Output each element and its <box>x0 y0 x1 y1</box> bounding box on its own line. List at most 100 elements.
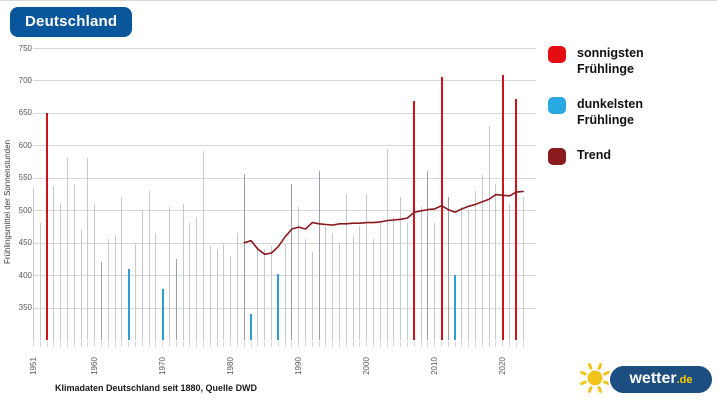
x-tick <box>162 341 164 347</box>
x-tick <box>94 341 96 347</box>
x-tick <box>196 341 198 347</box>
year-bar-1990 <box>298 206 300 340</box>
wetter-de-logo: wetter .de <box>578 360 714 396</box>
x-tick <box>386 341 388 347</box>
x-tick <box>393 341 395 347</box>
gridline <box>33 307 536 309</box>
year-bar-1989 <box>291 184 293 340</box>
year-bar-1999 <box>359 226 361 340</box>
y-axis-tick-labels: 350 400 450 500 550 600 650 700 750 <box>6 44 32 340</box>
x-tick <box>250 341 252 347</box>
x-tick <box>495 341 497 347</box>
year-bar-2015 <box>468 210 470 340</box>
legend-label: dunkelsten Frühlinge <box>577 97 643 127</box>
x-tick <box>277 341 279 347</box>
gridline <box>33 177 536 179</box>
x-tick <box>434 341 436 347</box>
x-tick <box>114 341 116 347</box>
x-tick-label: 1980 <box>225 357 235 375</box>
year-bar-1980 <box>230 255 232 340</box>
gridline <box>33 112 536 114</box>
x-tick <box>339 341 340 347</box>
y-tick-label: 400 <box>18 270 32 280</box>
x-tick-label: 1951 <box>28 357 38 375</box>
x-tick <box>60 341 62 347</box>
x-tick <box>87 341 89 347</box>
x-tick <box>325 341 327 347</box>
x-tick <box>345 341 347 347</box>
x-tick <box>359 341 361 347</box>
year-bar-1994 <box>325 226 327 340</box>
x-axis-tick-labels: 1951 1960 1970 1980 1990 2000 2010 2020 <box>29 348 536 380</box>
year-bar-1968 <box>148 190 150 340</box>
year-bar-1985 <box>264 249 266 340</box>
year-bar-1967 <box>141 210 143 340</box>
x-tick <box>400 341 402 347</box>
x-tick-label: 2010 <box>429 357 439 375</box>
trend-line <box>243 190 524 256</box>
x-tick <box>209 341 211 347</box>
darkest-swatch <box>548 97 566 114</box>
year-bar-1992 <box>311 252 313 340</box>
x-tick <box>413 341 415 347</box>
gridline <box>33 275 536 277</box>
x-tick-label: 1970 <box>157 357 167 375</box>
year-bar-1998 <box>352 236 354 340</box>
year-bar-2008 <box>420 206 422 340</box>
y-tick-label: 750 <box>18 43 32 53</box>
year-bar-1965 <box>127 268 130 340</box>
source-caption: Klimadaten Deutschland seit 1880, Quelle… <box>55 383 258 393</box>
x-tick <box>257 341 259 347</box>
x-tick <box>53 341 55 347</box>
year-bar-2001 <box>373 239 374 340</box>
year-bar-2006 <box>407 223 408 340</box>
x-tick <box>461 341 463 347</box>
year-bar-1972 <box>175 258 177 340</box>
year-bar-1954 <box>53 185 55 340</box>
x-tick <box>80 341 82 347</box>
year-bar-1986 <box>271 245 272 340</box>
year-bar-1981 <box>237 232 238 340</box>
y-tick-label: 450 <box>18 238 32 248</box>
year-bar-1996 <box>339 242 340 340</box>
x-tick-label: 2020 <box>497 357 507 375</box>
top-divider <box>0 0 717 1</box>
legend-label: sonnigsten Frühlinge <box>577 46 644 76</box>
x-tick <box>298 341 300 347</box>
year-bar-1959 <box>87 158 89 340</box>
year-bar-2000 <box>366 194 368 340</box>
gridline <box>33 80 536 82</box>
x-tick <box>488 341 490 347</box>
chart-plot-area <box>33 48 536 340</box>
year-bar-1969 <box>155 232 157 340</box>
x-tick <box>230 341 232 347</box>
page-title: Deutschland <box>10 7 133 37</box>
year-bar-1956 <box>67 158 68 340</box>
year-bar-2010 <box>434 223 436 340</box>
x-tick-label: 1960 <box>89 357 99 375</box>
legend-item-darkest: dunkelsten Frühlinge <box>548 96 644 128</box>
year-bar-1987 <box>277 273 280 340</box>
year-bar-2004 <box>393 216 395 340</box>
logo-word: wetter <box>629 370 677 387</box>
gridline <box>33 145 536 147</box>
x-tick <box>481 341 483 347</box>
year-bar-1975 <box>196 216 198 340</box>
logo-tld: .de <box>676 374 693 386</box>
chart-legend: sonnigsten Frühlinge dunkelsten Frühlinge… <box>548 45 644 165</box>
x-tick <box>203 341 204 347</box>
x-axis-ticks <box>33 341 536 349</box>
x-tick-label: 1990 <box>293 357 303 375</box>
x-tick <box>291 341 293 347</box>
x-tick <box>318 341 320 347</box>
x-tick <box>189 341 191 347</box>
year-bar-1979 <box>223 242 225 340</box>
x-tick <box>237 341 238 347</box>
year-bar-1982 <box>243 173 245 340</box>
year-bar-1977 <box>209 245 211 340</box>
x-tick <box>502 341 504 347</box>
x-tick <box>223 341 225 347</box>
year-bar-2021 <box>509 203 510 340</box>
x-tick <box>509 341 510 347</box>
